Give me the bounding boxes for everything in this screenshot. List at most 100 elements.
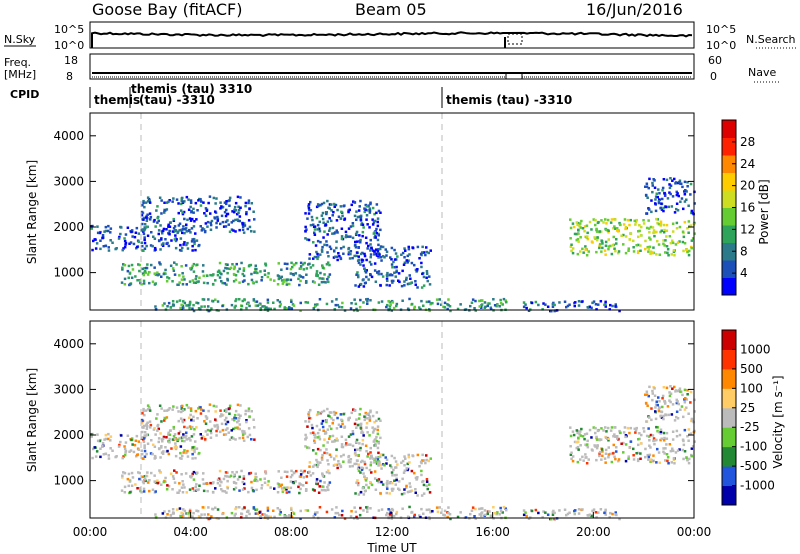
freq-left-tick-bottom: 8 bbox=[66, 70, 73, 83]
velocity-cell bbox=[690, 419, 693, 423]
velocity-cell bbox=[381, 453, 385, 457]
power-cell bbox=[470, 301, 474, 304]
power-cell bbox=[292, 304, 296, 307]
velocity-cell bbox=[551, 513, 555, 516]
velocity-cell bbox=[243, 506, 246, 509]
power-cell bbox=[691, 211, 695, 215]
power-cell bbox=[347, 210, 350, 214]
power-cell bbox=[607, 245, 611, 248]
power-cell bbox=[256, 304, 259, 307]
velocity-cell bbox=[374, 442, 377, 446]
power-cell bbox=[230, 228, 234, 231]
power-cell bbox=[368, 207, 372, 210]
velocity-cell bbox=[618, 429, 621, 433]
power-cell bbox=[425, 246, 428, 249]
velocity-cell bbox=[342, 453, 345, 457]
power-cell bbox=[350, 203, 353, 207]
power-cell bbox=[566, 304, 570, 308]
power-cell bbox=[357, 209, 361, 212]
power-cell bbox=[647, 250, 650, 253]
velocity-cell bbox=[595, 435, 598, 439]
velocity-cell bbox=[365, 477, 368, 480]
velocity-cell bbox=[140, 421, 144, 425]
power-cell bbox=[404, 249, 407, 252]
power-cell bbox=[435, 298, 439, 301]
velocity-cell bbox=[216, 423, 219, 427]
velocity-cell bbox=[156, 424, 159, 428]
velocity-cell bbox=[232, 475, 236, 479]
power-cell bbox=[292, 273, 295, 277]
power-colorbar-swatch bbox=[722, 207, 736, 226]
velocity-cell bbox=[200, 437, 204, 440]
power-cell bbox=[614, 303, 617, 306]
power-cell bbox=[365, 269, 368, 272]
velocity-cell bbox=[292, 512, 296, 515]
power-cell bbox=[177, 283, 180, 286]
power-cell bbox=[128, 242, 131, 245]
power-cell bbox=[192, 225, 196, 228]
velocity-cell bbox=[349, 433, 353, 436]
velocity-cell bbox=[181, 454, 184, 458]
power-cell bbox=[309, 200, 312, 204]
velocity-cell bbox=[137, 440, 141, 443]
velocity-cell bbox=[305, 488, 308, 492]
power-cell bbox=[651, 190, 654, 194]
power-cell bbox=[604, 240, 608, 244]
velocity-cell bbox=[180, 410, 183, 414]
velocity-cell bbox=[306, 509, 310, 512]
power-cell bbox=[269, 278, 272, 281]
power-cell bbox=[215, 226, 218, 229]
velocity-cell bbox=[522, 509, 526, 512]
velocity-cell bbox=[637, 438, 640, 441]
velocity-cell bbox=[299, 473, 303, 476]
velocity-cell bbox=[357, 463, 360, 466]
power-cell bbox=[185, 243, 188, 247]
velocity-cell bbox=[181, 420, 185, 424]
velocity-cell bbox=[122, 471, 125, 474]
velocity-cell bbox=[648, 444, 651, 447]
velocity-cell bbox=[173, 437, 177, 441]
freq-panel-frame bbox=[89, 53, 695, 80]
power-cell bbox=[356, 259, 360, 262]
power-cell bbox=[162, 227, 166, 231]
power-cell bbox=[389, 303, 392, 306]
velocity-cell bbox=[575, 440, 578, 444]
power-cell bbox=[185, 223, 188, 226]
velocity-cell bbox=[363, 462, 367, 466]
velocity-cell bbox=[312, 465, 315, 468]
velocity-cell bbox=[609, 429, 613, 432]
velocity-cell bbox=[285, 486, 289, 489]
velocity-cell bbox=[687, 412, 690, 415]
velocity-cell bbox=[674, 389, 678, 392]
velocity-cell bbox=[662, 450, 665, 454]
velocity-cell bbox=[181, 408, 185, 412]
velocity-cell bbox=[312, 449, 315, 452]
velocity-cell bbox=[659, 432, 662, 435]
power-ytick-label: 1000 bbox=[53, 266, 84, 280]
power-cell bbox=[654, 202, 657, 205]
velocity-cell bbox=[656, 447, 659, 451]
power-cell bbox=[525, 306, 528, 310]
power-cell bbox=[607, 231, 610, 234]
velocity-cell bbox=[600, 427, 603, 430]
power-cell bbox=[192, 281, 196, 284]
velocity-cell bbox=[376, 479, 379, 482]
velocity-cell bbox=[202, 409, 205, 412]
velocity-cell bbox=[569, 434, 573, 438]
velocity-cell bbox=[546, 513, 550, 516]
velocity-cell bbox=[146, 471, 149, 474]
velocity-cell bbox=[178, 430, 182, 433]
power-cell bbox=[309, 223, 313, 227]
power-cell bbox=[682, 235, 686, 239]
velocity-cell bbox=[347, 459, 351, 462]
power-cell bbox=[321, 217, 325, 221]
velocity-cell bbox=[184, 434, 188, 438]
power-cell bbox=[675, 190, 678, 194]
velocity-cell bbox=[628, 431, 631, 435]
power-cell bbox=[379, 256, 383, 259]
power-cell bbox=[178, 248, 182, 252]
velocity-cell bbox=[613, 455, 616, 458]
power-cell bbox=[358, 234, 361, 237]
power-cell bbox=[246, 302, 250, 306]
velocity-cell bbox=[160, 420, 163, 423]
